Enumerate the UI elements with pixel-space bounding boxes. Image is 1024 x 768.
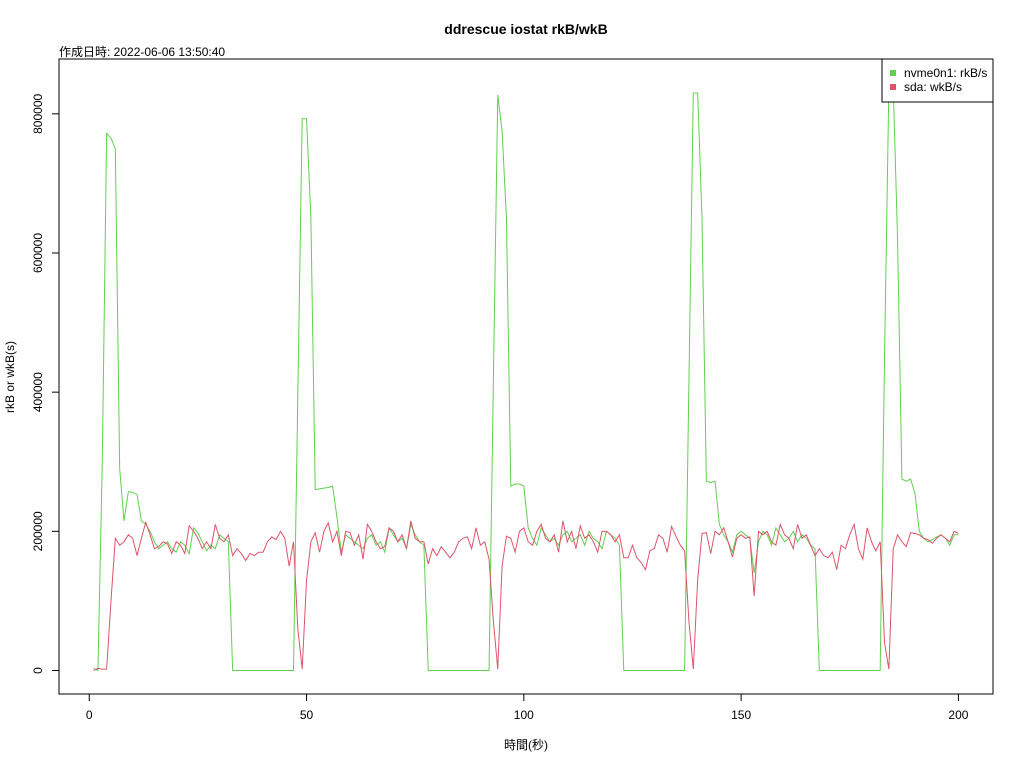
subtitle: 作成日時: 2022-06-06 13:50:40 xyxy=(59,45,225,59)
legend-swatch xyxy=(890,70,896,76)
y-tick-label: 200000 xyxy=(31,511,45,551)
legend-label: nvme0n1: rkB/s xyxy=(904,66,987,80)
y-tick-label: 0 xyxy=(31,667,45,674)
legend-box xyxy=(881,58,994,103)
x-tick-label: 0 xyxy=(86,708,93,722)
series-line xyxy=(93,520,959,671)
x-tick-label: 100 xyxy=(514,708,534,722)
y-axis-label: rkB or wkB(s) xyxy=(3,341,17,413)
y-tick-label: 600000 xyxy=(31,233,45,273)
x-tick-label: 150 xyxy=(731,708,751,722)
legend-label: sda: wkB/s xyxy=(904,80,962,94)
y-tick-label: 400000 xyxy=(31,372,45,412)
y-tick-label: 800000 xyxy=(31,93,45,133)
series-line xyxy=(93,85,959,672)
chart-title: ddrescue iostat rkB/wkB xyxy=(444,21,607,37)
x-axis-label: 時間(秒) xyxy=(504,738,548,752)
plot-box xyxy=(58,58,994,695)
x-tick-label: 200 xyxy=(948,708,968,722)
x-tick-label: 50 xyxy=(300,708,314,722)
legend-swatch xyxy=(890,84,896,90)
